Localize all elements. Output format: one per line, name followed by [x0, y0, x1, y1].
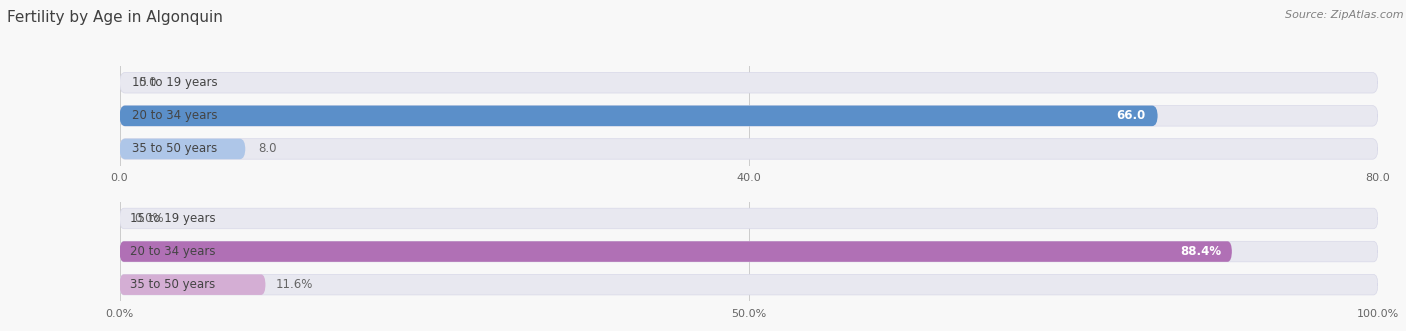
Text: 35 to 50 years: 35 to 50 years: [132, 142, 218, 156]
Text: 35 to 50 years: 35 to 50 years: [129, 278, 215, 291]
Text: 8.0: 8.0: [257, 142, 277, 156]
Text: Source: ZipAtlas.com: Source: ZipAtlas.com: [1285, 10, 1403, 20]
Text: 11.6%: 11.6%: [276, 278, 314, 291]
Text: 0.0: 0.0: [138, 76, 157, 89]
FancyBboxPatch shape: [120, 139, 245, 159]
Text: 15 to 19 years: 15 to 19 years: [132, 76, 218, 89]
Text: 66.0: 66.0: [1116, 109, 1144, 122]
FancyBboxPatch shape: [120, 106, 1378, 126]
Text: 20 to 34 years: 20 to 34 years: [132, 109, 218, 122]
FancyBboxPatch shape: [120, 72, 1378, 93]
FancyBboxPatch shape: [120, 241, 1378, 262]
FancyBboxPatch shape: [120, 274, 266, 295]
Text: 0.0%: 0.0%: [135, 212, 165, 225]
FancyBboxPatch shape: [120, 241, 1232, 262]
Text: 20 to 34 years: 20 to 34 years: [129, 245, 215, 258]
Text: 88.4%: 88.4%: [1181, 245, 1222, 258]
FancyBboxPatch shape: [120, 139, 1378, 159]
FancyBboxPatch shape: [120, 274, 1378, 295]
Text: Fertility by Age in Algonquin: Fertility by Age in Algonquin: [7, 10, 224, 25]
FancyBboxPatch shape: [120, 208, 1378, 229]
FancyBboxPatch shape: [120, 106, 1157, 126]
Text: 15 to 19 years: 15 to 19 years: [129, 212, 215, 225]
